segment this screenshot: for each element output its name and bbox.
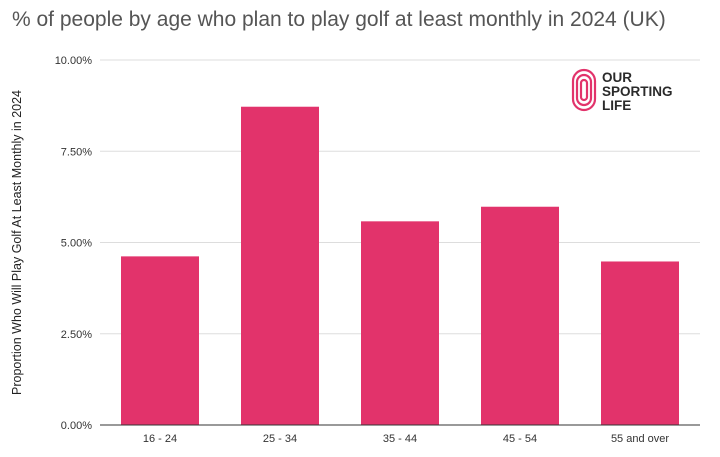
bar-45-54 — [481, 206, 559, 425]
chart-title: % of people by age who plan to play golf… — [12, 8, 666, 31]
x-axis-ticks: 16 - 24 25 - 34 35 - 44 45 - 54 55 and over — [143, 433, 670, 445]
bar-35-44 — [361, 221, 439, 425]
bar-16-24 — [121, 256, 199, 425]
y-tick-label: 7.50% — [61, 146, 92, 158]
logo-line-2: SPORTING — [602, 84, 673, 99]
x-tick-label: 55 and over — [611, 433, 669, 445]
our-sporting-life-logo: OUR SPORTING LIFE — [571, 68, 673, 113]
x-tick-label: 25 - 34 — [263, 433, 297, 445]
y-tick-label: 2.50% — [61, 329, 92, 341]
y-tick-label: 5.00% — [61, 238, 92, 250]
y-tick-label: 0.00% — [61, 420, 92, 432]
x-tick-label: 35 - 44 — [383, 433, 417, 445]
bar-25-34 — [241, 106, 319, 425]
y-tick-label: 10.00% — [55, 55, 93, 67]
logo-line-1: OUR — [602, 70, 632, 85]
y-axis-title: Proportion Who Will Play Golf At Least M… — [10, 90, 24, 395]
x-tick-label: 45 - 54 — [503, 433, 537, 445]
logo-line-3: LIFE — [602, 98, 631, 113]
bars — [121, 106, 679, 425]
bar-55andover — [601, 261, 679, 425]
y-axis-ticks: 0.00% 2.50% 5.00% 7.50% 10.00% — [55, 55, 93, 432]
x-tick-label: 16 - 24 — [143, 433, 177, 445]
logo-mark-icon — [571, 68, 597, 112]
